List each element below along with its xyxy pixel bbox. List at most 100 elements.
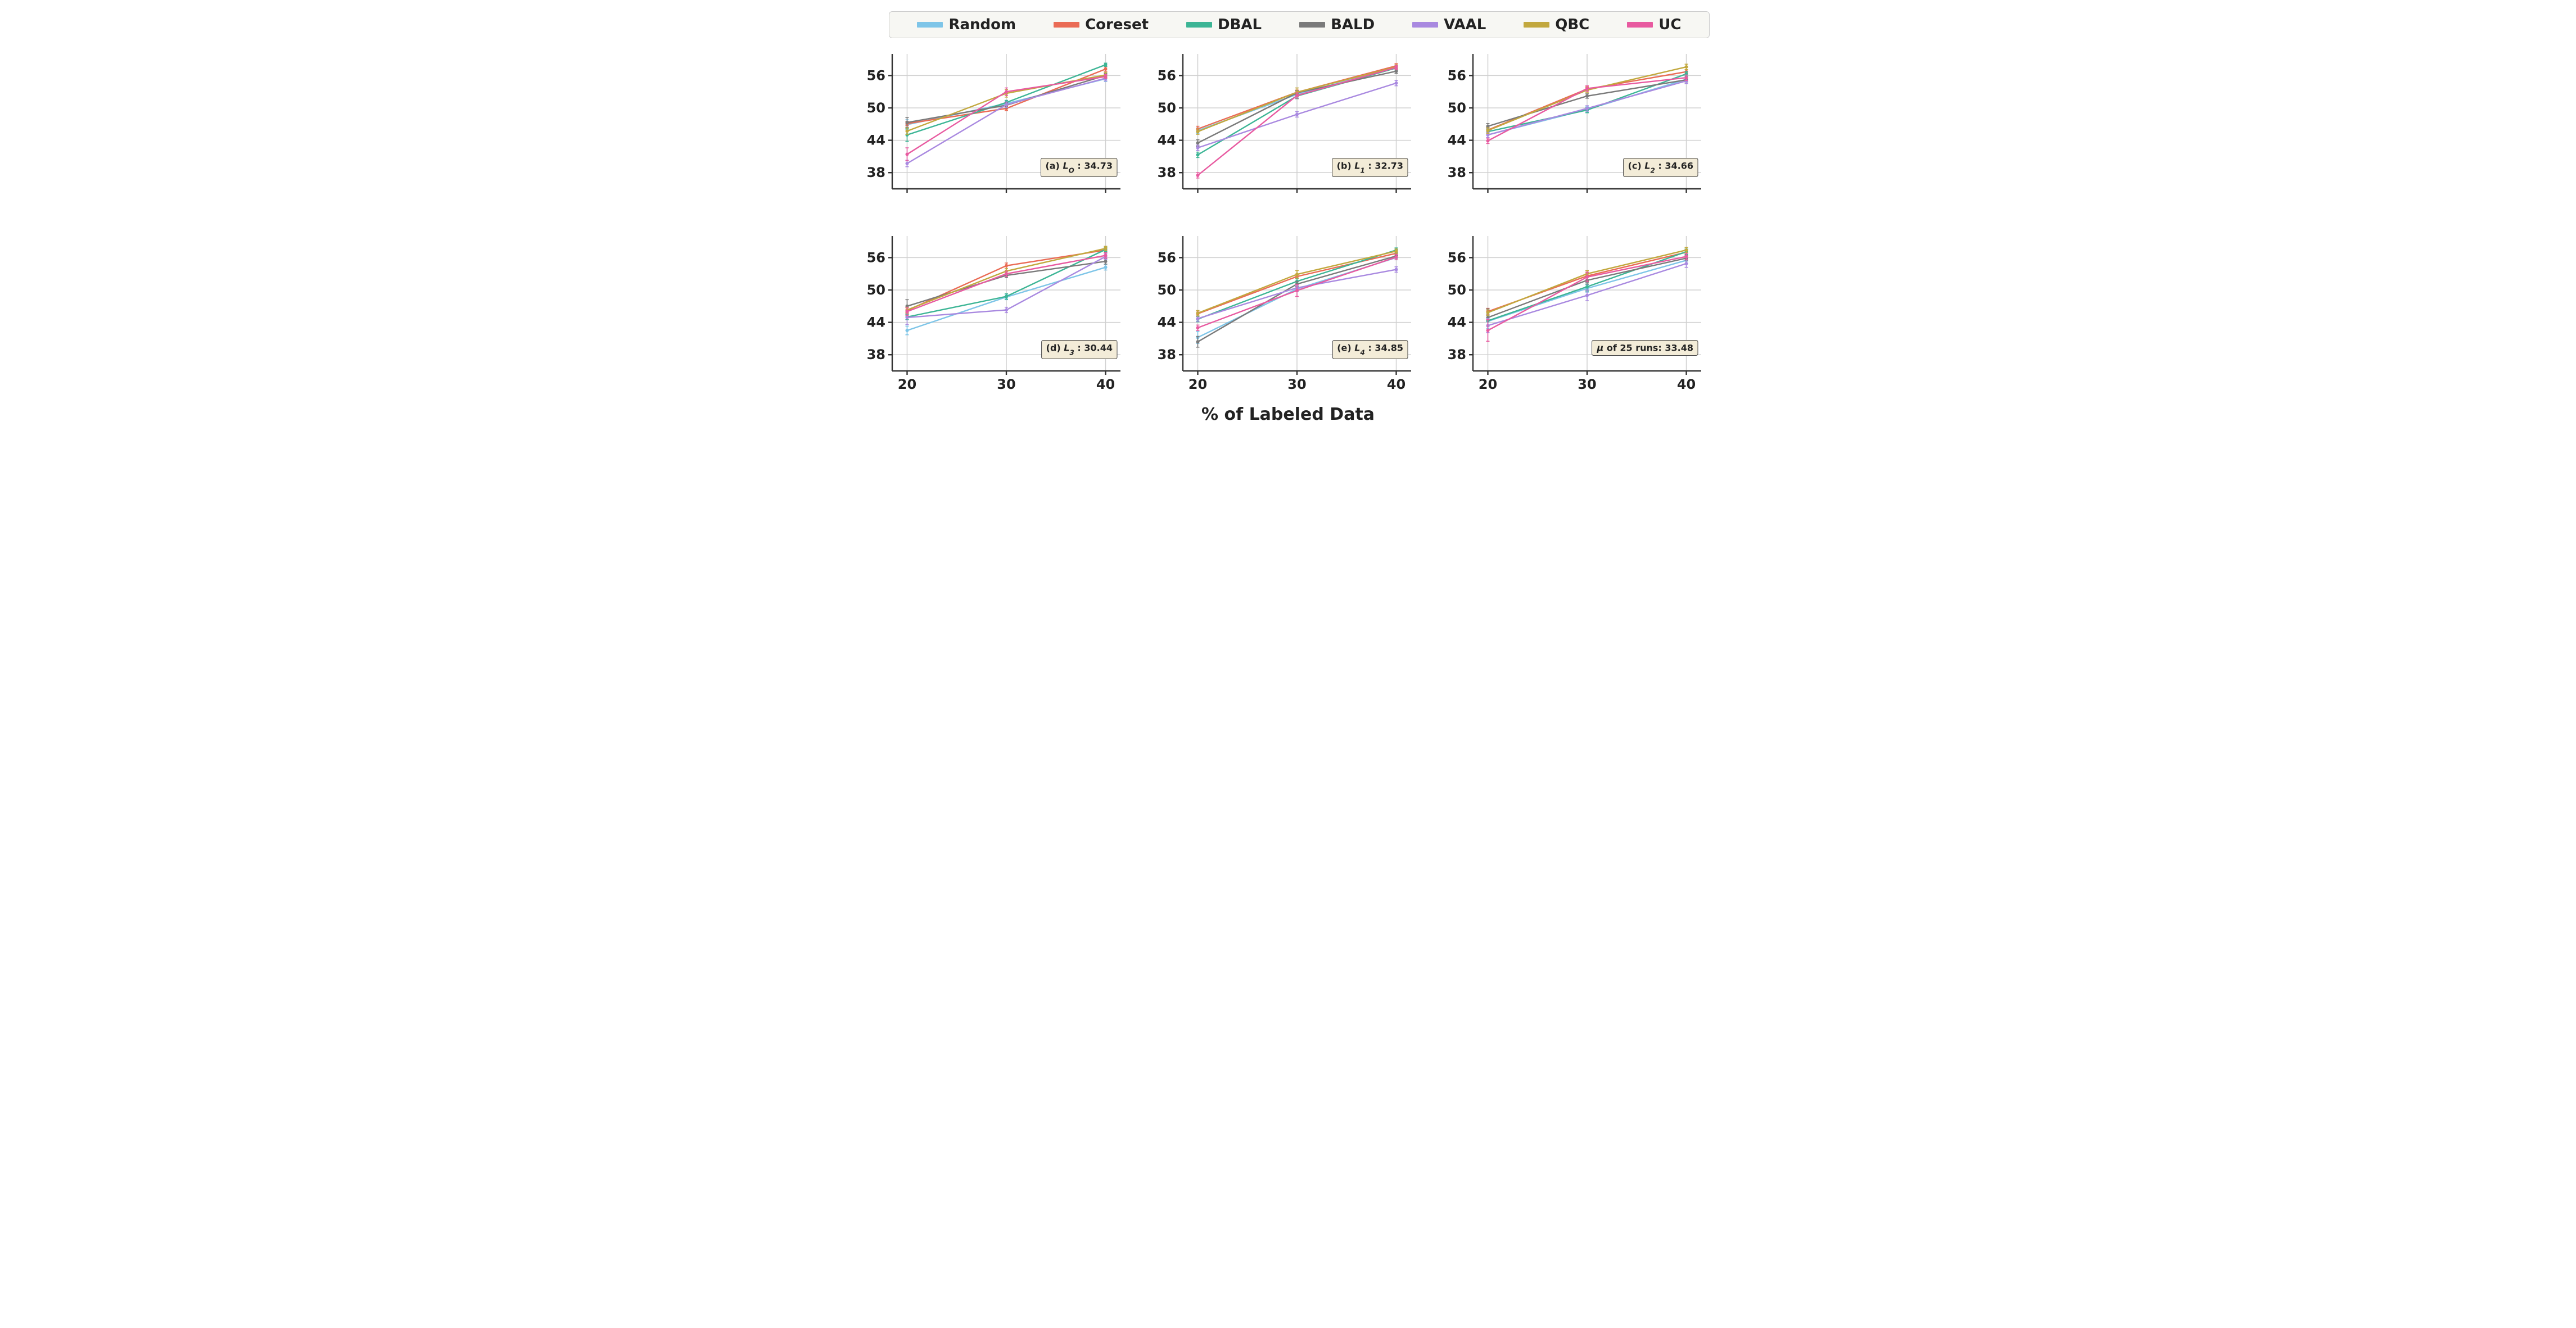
panel-d: 38445056203040(d) L3 : 30.44 (861, 230, 1135, 399)
y-tick-label: 38 (867, 165, 885, 180)
series-marker (1295, 289, 1299, 292)
series-marker (1486, 329, 1490, 332)
series-marker (1295, 113, 1299, 116)
legend-swatch (1524, 22, 1549, 28)
x-tick-label: 20 (1479, 377, 1497, 392)
series-marker (1005, 103, 1008, 106)
plot-svg: 38445056203040μ of 25 runs: 33.48 (1441, 230, 1706, 399)
y-tick-label: 50 (1448, 100, 1466, 116)
legend-swatch (917, 22, 943, 28)
panel-annotation: (d) L3 : 30.44 (1042, 340, 1117, 359)
series-marker (1196, 174, 1199, 177)
series-marker (1685, 248, 1688, 252)
series-marker (905, 329, 909, 332)
series-marker (1585, 107, 1589, 110)
panel-annotation: (a) LO : 34.73 (1041, 158, 1117, 176)
legend-label: QBC (1555, 16, 1589, 33)
x-tick-label: 30 (1578, 377, 1597, 392)
series-marker (1196, 311, 1199, 315)
series-marker (1104, 67, 1108, 71)
series-marker (1394, 268, 1398, 271)
legend-item-uc: UC (1627, 16, 1681, 33)
series-marker (1394, 250, 1398, 253)
series-marker (1005, 295, 1008, 298)
series-marker (905, 162, 909, 165)
legend-swatch (1299, 22, 1325, 28)
series-marker (1585, 294, 1589, 297)
plot-svg: 38 44 50 56 (c) L2 : 34.66 (1441, 48, 1706, 217)
series-marker (1486, 139, 1490, 143)
series-marker (1196, 340, 1199, 343)
plot-svg: 38 44 50 56 (a) LO : 34.73 (861, 48, 1125, 217)
plot-svg: 38445056(b) L1 : 32.73 (1151, 48, 1416, 217)
series-marker (1394, 255, 1398, 259)
series-marker (1585, 275, 1589, 279)
series-marker (1486, 311, 1490, 314)
legend-label: UC (1658, 16, 1681, 33)
series-marker (1196, 146, 1199, 149)
series-marker (1104, 260, 1108, 263)
series-marker (1104, 266, 1108, 269)
series-marker (1005, 272, 1008, 275)
legend-item-random: Random (917, 16, 1016, 33)
series-marker (1295, 94, 1299, 97)
series-marker (905, 121, 909, 124)
panel-c: 38 44 50 56 (c) L2 : 34.66 (1441, 48, 1715, 217)
legend-label: Coreset (1085, 16, 1149, 33)
y-tick-label: 50 (867, 100, 885, 116)
x-tick-label: 30 (997, 377, 1015, 392)
y-tick-label: 38 (1157, 347, 1176, 362)
y-tick-label: 56 (1448, 67, 1466, 83)
series-marker (905, 316, 909, 319)
panel-a: 38 44 50 56 (a) LO : 34.73 (861, 48, 1135, 217)
y-tick-label: 38 (867, 347, 885, 362)
series-marker (1104, 75, 1108, 78)
y-tick-label: 50 (867, 282, 885, 298)
legend-swatch (1054, 22, 1079, 28)
y-tick-label: 44 (1157, 315, 1176, 330)
plot-svg: 38445056203040(e) L4 : 34.85 (1151, 230, 1416, 399)
legend-swatch (1186, 22, 1212, 28)
y-tick-label: 56 (867, 67, 885, 83)
legend: Random Coreset DBAL BALD VAAL QBC UC (889, 11, 1710, 38)
series-marker (905, 129, 909, 133)
y-tick-label: 38 (1448, 347, 1466, 362)
x-tick-label: 40 (1096, 377, 1115, 392)
legend-label: DBAL (1218, 16, 1262, 33)
y-tick-label: 50 (1448, 282, 1466, 298)
panel-annotation: (b) L1 : 32.73 (1332, 158, 1407, 176)
series-marker (1394, 66, 1398, 69)
legend-swatch (1412, 22, 1438, 28)
legend-label: Random (948, 16, 1016, 33)
panel-annotation-text: μ of 25 runs: 33.48 (1597, 342, 1693, 353)
y-tick-label: 44 (1448, 133, 1466, 148)
y-tick-label: 56 (867, 250, 885, 265)
y-tick-label: 38 (1448, 165, 1466, 180)
x-axis-label: % of Labeled Data (861, 405, 1715, 424)
series-marker (1685, 262, 1688, 265)
series-marker (1196, 141, 1199, 144)
y-tick-label: 44 (1157, 133, 1176, 148)
legend-swatch (1627, 22, 1653, 28)
panel-annotation: μ of 25 runs: 33.48 (1592, 340, 1698, 355)
panel-e: 38445056203040(e) L4 : 34.85 (1151, 230, 1425, 399)
x-tick-label: 20 (898, 377, 916, 392)
y-tick-label: 56 (1448, 250, 1466, 265)
panel-annotation: (c) L2 : 34.66 (1624, 158, 1698, 176)
legend-item-dbal: DBAL (1186, 16, 1262, 33)
series-marker (1005, 90, 1008, 93)
series-marker (1685, 76, 1688, 79)
series-marker (1196, 130, 1199, 133)
legend-item-coreset: Coreset (1054, 16, 1149, 33)
series-marker (1295, 273, 1299, 276)
series-marker (1685, 255, 1688, 258)
legend-label: BALD (1331, 16, 1375, 33)
y-tick-label: 44 (867, 133, 885, 148)
series-marker (1685, 65, 1688, 69)
legend-item-vaal: VAAL (1412, 16, 1486, 33)
series-marker (1196, 317, 1199, 320)
series-marker (1585, 285, 1589, 288)
panel-annotation: (e) L4 : 34.85 (1332, 340, 1408, 359)
series-marker (1585, 87, 1589, 90)
series-marker (905, 153, 909, 156)
